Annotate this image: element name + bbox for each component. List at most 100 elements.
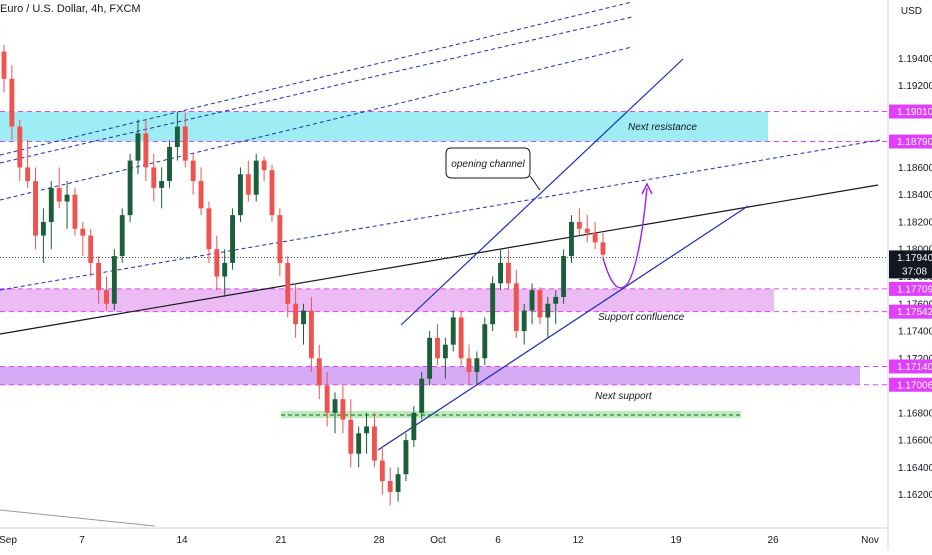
label-support-confluence: Support confluence	[598, 312, 685, 323]
candle-body	[159, 181, 165, 188]
candle-body	[277, 215, 283, 263]
grey-line	[0, 509, 156, 527]
candle-body	[553, 296, 559, 304]
candle-body	[371, 426, 377, 461]
candle-body	[435, 337, 440, 359]
price-tick-label: 1.18000	[898, 245, 932, 256]
time-tick-label: 26	[767, 535, 779, 546]
candle-body	[450, 317, 456, 345]
candle-body	[482, 324, 488, 359]
zone-green	[281, 411, 741, 418]
candle-body	[332, 399, 338, 413]
time-tick-label: Sep	[0, 535, 17, 546]
price-tick-label: 1.18400	[898, 190, 932, 201]
candle-body	[222, 262, 228, 277]
candle-body	[238, 174, 243, 216]
time-tick-label: 19	[670, 535, 682, 546]
candle-body	[379, 460, 385, 482]
candle-body	[403, 440, 409, 475]
price-tick-label: 1.16400	[898, 463, 932, 474]
candle-body	[48, 187, 54, 222]
candle-body	[600, 242, 606, 255]
candle-body	[308, 310, 314, 359]
label-next-support: Next support	[595, 391, 653, 402]
candle-body	[458, 317, 464, 359]
price-level-badge-text: 1.17709	[897, 284, 932, 295]
candle-body	[576, 221, 582, 229]
candle-body	[174, 126, 180, 147]
callout-box	[445, 147, 531, 179]
candle-body	[119, 215, 125, 257]
price-level-badge-text: 1.17006	[897, 380, 932, 391]
candle-body	[88, 235, 94, 263]
price-tick-label: 1.16600	[898, 436, 932, 447]
candle-body	[466, 358, 472, 372]
candle-body	[340, 399, 346, 420]
candle-body	[442, 344, 448, 359]
candle-body	[584, 228, 590, 233]
black-trendline	[0, 184, 879, 335]
price-level-badge	[889, 134, 932, 149]
candle-body	[261, 160, 267, 171]
candle-body	[111, 256, 117, 304]
candle-body	[490, 283, 496, 325]
candle-body	[25, 167, 31, 182]
candle-body	[135, 133, 141, 161]
projection-arrowhead	[641, 182, 653, 195]
projection-path	[602, 187, 648, 289]
candle-body	[561, 256, 567, 297]
current-price-badge	[889, 250, 932, 279]
candle-body	[348, 419, 354, 454]
candle-body	[253, 160, 259, 195]
currency-label: USD	[900, 6, 922, 17]
candle-body	[167, 146, 172, 182]
candle-body	[214, 249, 220, 277]
candle-body	[40, 221, 46, 236]
price-level-badge-text: 1.17140	[897, 362, 932, 373]
candle-body	[143, 133, 149, 168]
candle-body	[80, 228, 86, 236]
candle-body	[230, 215, 236, 263]
time-tick-label: 21	[275, 535, 287, 546]
price-tick-label: 1.18200	[898, 217, 932, 228]
zone-resistance	[0, 111, 768, 142]
price-level-badge-text: 1.18790	[897, 137, 932, 148]
callout-pointer	[529, 175, 541, 191]
price-level-badge-text: 1.17542	[897, 307, 932, 318]
candle-body	[411, 412, 417, 441]
candle-body	[151, 167, 157, 188]
time-tick-label: 14	[176, 535, 188, 546]
time-tick-label: 7	[79, 535, 85, 546]
candle-body	[316, 358, 322, 386]
candle-body	[104, 290, 109, 304]
label-next-resistance: Next resistance	[628, 122, 697, 133]
price-tick-label: 1.16800	[898, 408, 932, 419]
price-tick-label: 1.19200	[898, 81, 932, 92]
candle-body	[72, 194, 78, 229]
price-tick-label: 1.16200	[898, 490, 932, 501]
candle-body	[96, 262, 102, 291]
time-tick-label: Oct	[430, 535, 446, 546]
candle-body	[9, 78, 15, 127]
candle-body	[324, 385, 330, 413]
zone-support_confluence	[0, 288, 774, 312]
candle-body	[198, 181, 204, 209]
candle-body	[206, 208, 212, 250]
candle-body	[356, 433, 362, 454]
candle-body	[529, 290, 535, 311]
time-tick-label: Nov	[861, 535, 879, 546]
candle-body	[285, 262, 291, 304]
candle-body	[33, 181, 38, 236]
candle-body	[245, 174, 251, 195]
price-level-badge	[889, 377, 932, 392]
price-tick-label: 1.18600	[898, 163, 932, 174]
candle-body	[474, 358, 480, 372]
candle-body	[419, 378, 425, 413]
candle-body	[64, 194, 70, 202]
price-tick-label: 1.19400	[898, 54, 932, 65]
candle-body	[537, 290, 543, 318]
candle-body	[364, 426, 369, 434]
dashed-channel-line-0	[0, 1, 633, 156]
